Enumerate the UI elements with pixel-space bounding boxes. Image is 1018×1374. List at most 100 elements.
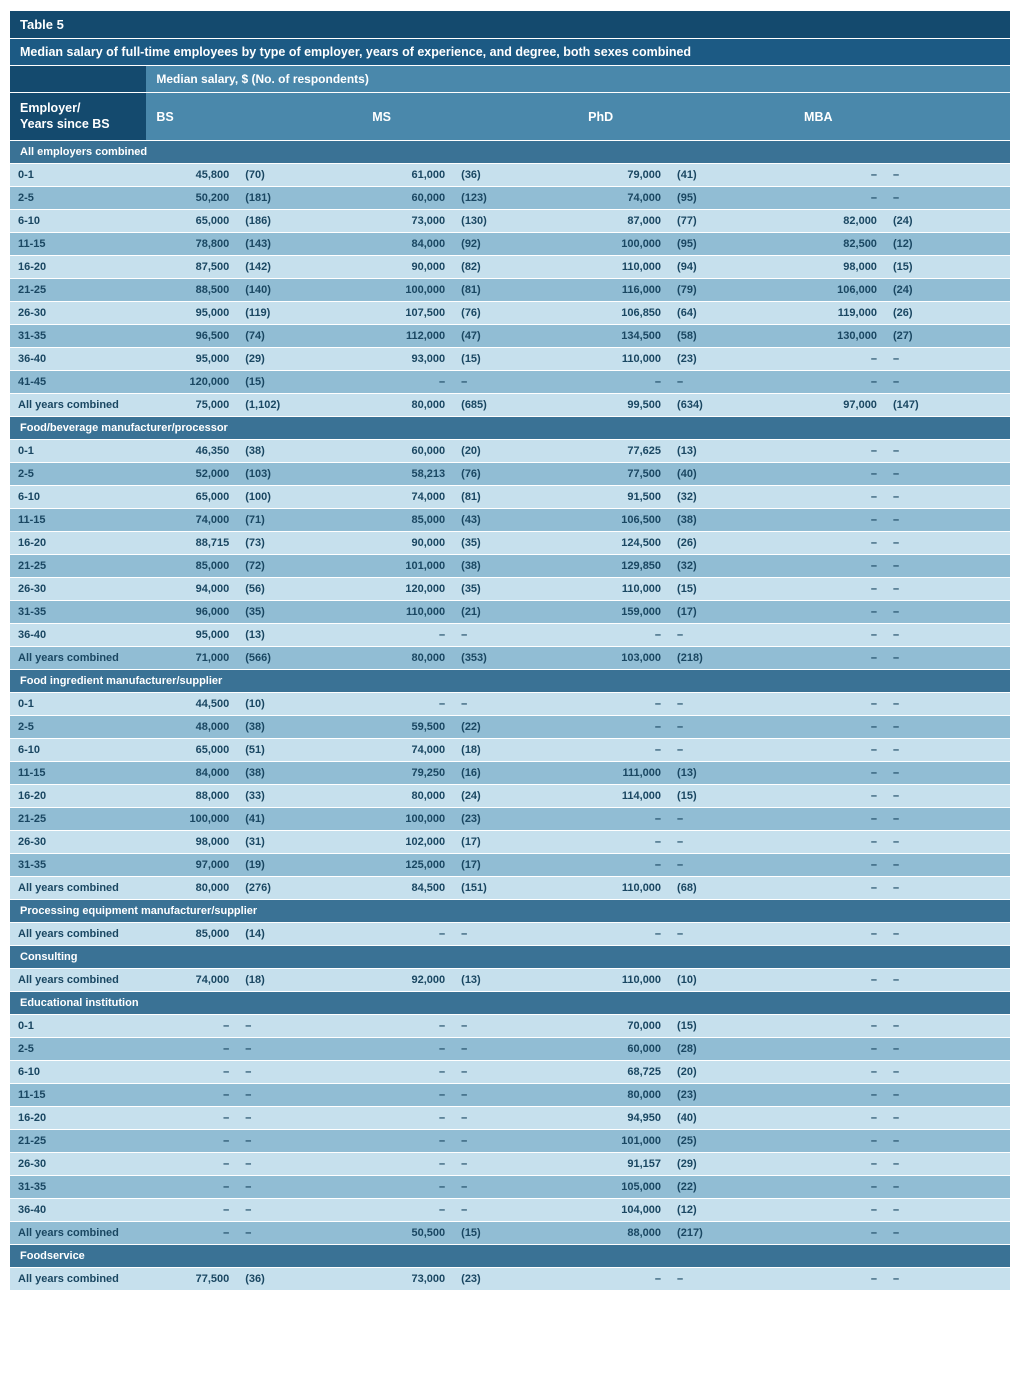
respondent-count: – (885, 348, 953, 370)
respondent-count: (15) (669, 578, 737, 600)
respondent-count: (17) (453, 854, 521, 876)
spacer (305, 601, 362, 623)
row-label: 31-35 (10, 854, 146, 876)
respondent-count: (14) (237, 923, 305, 945)
respondent-count: – (669, 624, 737, 646)
spacer (737, 716, 794, 738)
spacer (737, 164, 794, 186)
respondent-count: (21) (453, 601, 521, 623)
table-row: 2-548,000(38) 59,500(22) –– –– (10, 716, 1010, 738)
blank-header (10, 66, 146, 92)
spacer (305, 1268, 362, 1290)
table-row: 36-40–– –– 104,000(12) –– (10, 1199, 1010, 1221)
respondent-count: – (885, 739, 953, 761)
spacer (953, 578, 1010, 600)
spacer (953, 969, 1010, 991)
spacer (305, 210, 362, 232)
respondent-count: (123) (453, 187, 521, 209)
spacer (521, 256, 578, 278)
row-label: All years combined (10, 923, 146, 945)
salary-value: 110,000 (578, 348, 669, 370)
spacer (305, 854, 362, 876)
salary-value: 82,000 (794, 210, 885, 232)
salary-value: – (794, 1084, 885, 1106)
salary-value: 119,000 (794, 302, 885, 324)
salary-value: – (794, 440, 885, 462)
salary-value: 77,500 (578, 463, 669, 485)
respondent-count: – (237, 1222, 305, 1244)
salary-value: – (362, 923, 453, 945)
salary-value: 80,000 (362, 394, 453, 416)
respondent-count: – (885, 923, 953, 945)
table-row: All years combined80,000(276) 84,500(151… (10, 877, 1010, 899)
row-label: 0-1 (10, 693, 146, 715)
salary-value: – (794, 969, 885, 991)
table-row: 11-1578,800(143) 84,000(92) 100,000(95) … (10, 233, 1010, 255)
salary-value: 111,000 (578, 762, 669, 784)
salary-value: – (794, 647, 885, 669)
row-label: 0-1 (10, 1015, 146, 1037)
respondent-count: – (885, 1199, 953, 1221)
salary-value: – (794, 923, 885, 945)
salary-value: 101,000 (578, 1130, 669, 1152)
row-label: 11-15 (10, 762, 146, 784)
table-row: All years combined75,000(1,102) 80,000(6… (10, 394, 1010, 416)
salary-value: – (578, 739, 669, 761)
spacer (737, 256, 794, 278)
salary-value: 95,000 (146, 302, 237, 324)
spacer (953, 1038, 1010, 1060)
salary-value: 90,000 (362, 532, 453, 554)
salary-value: 80,000 (362, 785, 453, 807)
spacer (521, 1153, 578, 1175)
respondent-count: (32) (669, 555, 737, 577)
respondent-count: (13) (669, 440, 737, 462)
respondent-count: (43) (453, 509, 521, 531)
spacer (737, 831, 794, 853)
salary-value: 77,500 (146, 1268, 237, 1290)
spacer (953, 279, 1010, 301)
respondent-count: (20) (453, 440, 521, 462)
salary-value: – (794, 164, 885, 186)
spacer (521, 509, 578, 531)
table-row: 26-3094,000(56) 120,000(35) 110,000(15) … (10, 578, 1010, 600)
salary-value: – (794, 716, 885, 738)
table-row: 6-1065,000(186) 73,000(130) 87,000(77) 8… (10, 210, 1010, 232)
respondent-count: – (453, 1153, 521, 1175)
salary-value: 99,500 (578, 394, 669, 416)
spacer (521, 325, 578, 347)
respondent-count: (28) (669, 1038, 737, 1060)
salary-value: 100,000 (362, 279, 453, 301)
salary-value: – (794, 486, 885, 508)
respondent-count: (15) (669, 785, 737, 807)
spacer (953, 325, 1010, 347)
salary-value: 65,000 (146, 739, 237, 761)
spacer (305, 1222, 362, 1244)
respondent-count: – (885, 716, 953, 738)
salary-value: 96,500 (146, 325, 237, 347)
spacer (305, 233, 362, 255)
respondent-count: (218) (669, 647, 737, 669)
salary-value: 95,000 (146, 624, 237, 646)
section-label: Foodservice (10, 1245, 1010, 1267)
spacer (521, 877, 578, 899)
respondent-count: (81) (453, 279, 521, 301)
respondent-count: (41) (237, 808, 305, 830)
salary-value: 106,000 (794, 279, 885, 301)
respondent-count: (38) (453, 555, 521, 577)
spacer (953, 210, 1010, 232)
spacer (953, 808, 1010, 830)
salary-value: 79,000 (578, 164, 669, 186)
spacer (305, 693, 362, 715)
spacer (305, 1176, 362, 1198)
spacer (521, 1015, 578, 1037)
salary-value: 105,000 (578, 1176, 669, 1198)
row-label: All years combined (10, 1222, 146, 1244)
spacer (737, 371, 794, 393)
spacer (737, 693, 794, 715)
spacer (737, 463, 794, 485)
respondent-count: – (237, 1176, 305, 1198)
spacer (737, 1222, 794, 1244)
spacer (305, 394, 362, 416)
spacer (737, 601, 794, 623)
spacer (953, 624, 1010, 646)
